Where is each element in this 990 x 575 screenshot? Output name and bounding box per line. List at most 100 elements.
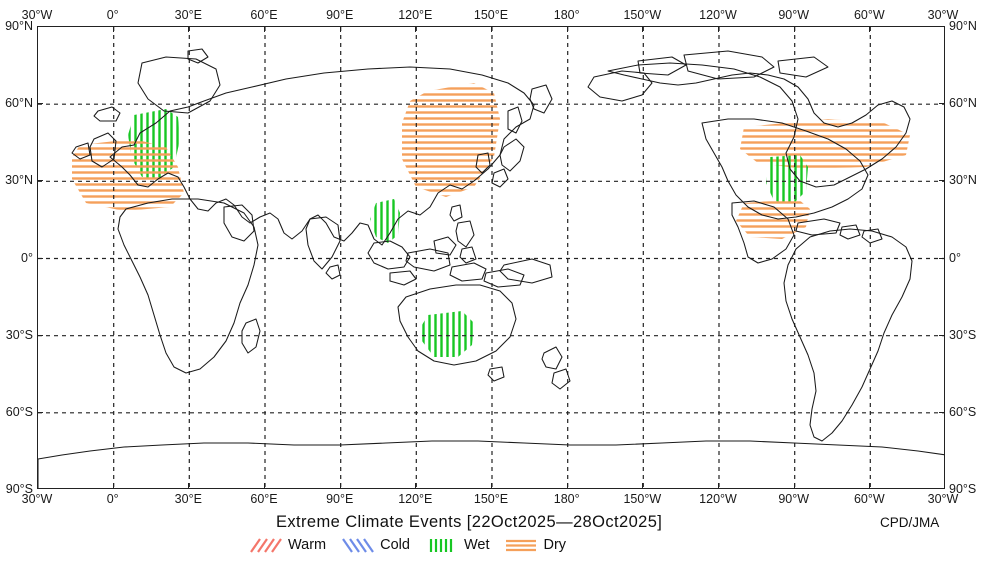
region-dry-west-europe	[72, 139, 184, 211]
tick-top	[188, 26, 190, 32]
region-wet-south-central-us	[766, 155, 808, 203]
map-plot-frame	[37, 26, 945, 489]
map-canvas	[38, 27, 944, 488]
tick-top	[339, 26, 341, 32]
legend-item-cold: Cold	[341, 537, 410, 553]
x-axis-label-bottom: 30°E	[174, 492, 202, 506]
tick-bottom	[793, 483, 795, 489]
x-axis-label-top: 0°	[106, 8, 119, 22]
tick-bottom	[718, 483, 719, 489]
region-dry-northeast-asia	[402, 83, 500, 197]
tick-left	[37, 334, 43, 336]
figure-credit: CPD/JMA	[880, 515, 940, 530]
x-axis-label-bottom: 30°W	[21, 492, 53, 506]
tick-left	[37, 411, 43, 413]
x-axis-label-bottom: 30°W	[927, 492, 959, 506]
y-axis-label-right: 0°	[949, 250, 961, 265]
y-axis-label-left: 30°N	[5, 173, 33, 188]
y-axis-label-left: 60°N	[5, 96, 33, 111]
tick-top	[491, 26, 492, 32]
tick-top	[112, 26, 114, 32]
cold-hatch-icon	[342, 537, 375, 553]
legend: Warm Cold	[249, 537, 566, 553]
x-axis-label-top: 120°E	[398, 8, 433, 22]
y-axis-label-right: 30°S	[949, 327, 977, 342]
figure-title: Extreme Climate Events [22Oct2025—28Oct2…	[276, 513, 663, 531]
gridlines	[38, 27, 944, 488]
x-axis-label-top: 90°E	[326, 8, 354, 22]
x-axis-label-top: 90°W	[778, 8, 810, 22]
x-axis-label-top: 30°E	[174, 8, 202, 22]
tick-bottom	[112, 483, 114, 489]
warm-hatch-icon	[250, 537, 282, 553]
x-axis-label-top: 30°W	[21, 8, 53, 22]
tick-left	[37, 257, 43, 259]
legend-item-wet: Wet	[425, 537, 490, 553]
tick-top	[415, 26, 417, 32]
x-axis-label-top: 150°W	[623, 8, 662, 22]
tick-right	[939, 411, 945, 413]
tick-left	[37, 180, 43, 182]
x-axis-label-top: 60°W	[853, 8, 885, 22]
tick-bottom	[491, 483, 492, 489]
legend-label-wet: Wet	[463, 537, 490, 553]
x-axis-label-bottom: 60°E	[250, 492, 278, 506]
x-axis-label-top: 150°E	[473, 8, 509, 22]
y-axis-label-left: 60°S	[5, 404, 33, 419]
tick-top	[793, 26, 795, 32]
tick-right	[939, 103, 945, 105]
y-axis-label-left: 90°N	[5, 19, 33, 33]
tick-top	[869, 26, 871, 32]
y-axis-label-right: 30°N	[949, 173, 977, 188]
legend-label-cold: Cold	[380, 537, 410, 553]
legend-label-dry: Dry	[543, 537, 567, 553]
tick-bottom	[642, 483, 644, 489]
region-wet-indochina	[370, 199, 400, 243]
tick-top	[566, 26, 568, 32]
x-axis-label-top: 30°W	[927, 8, 959, 22]
x-axis-label-bottom: 180°	[553, 492, 580, 506]
x-axis-label-bottom: 150°W	[623, 492, 662, 506]
tick-top	[264, 26, 265, 32]
tick-bottom	[264, 483, 265, 489]
event-regions	[72, 83, 910, 357]
tick-bottom	[415, 483, 417, 489]
x-axis-label-bottom: 90°E	[326, 492, 354, 506]
tick-bottom	[188, 483, 190, 489]
y-axis-label-left: 0°	[21, 250, 33, 265]
y-axis-label-right: 90°N	[949, 19, 977, 33]
region-wet-australia	[422, 311, 474, 357]
region-dry-gulf-mexico	[736, 199, 810, 239]
legend-label-warm: Warm	[288, 537, 327, 553]
x-axis-label-bottom: 60°W	[853, 492, 885, 506]
x-axis-label-top: 120°W	[699, 8, 737, 22]
tick-bottom	[339, 483, 341, 489]
tick-top	[718, 26, 719, 32]
y-axis-label-left: 90°S	[5, 482, 33, 496]
legend-item-dry: Dry	[504, 537, 566, 553]
tick-bottom	[869, 483, 871, 489]
y-axis-label-right: 60°N	[949, 96, 977, 111]
tick-left	[37, 103, 43, 105]
legend-item-warm: Warm	[249, 537, 326, 553]
tick-right	[939, 257, 945, 259]
dry-hatch-icon	[506, 539, 537, 551]
x-axis-label-bottom: 0°	[106, 492, 119, 506]
y-axis-label-right: 90°S	[949, 482, 977, 496]
region-dry-east-north-america	[740, 119, 910, 169]
y-axis-label-left: 30°S	[5, 327, 33, 342]
tick-top	[642, 26, 644, 32]
x-axis-label-bottom: 120°E	[398, 492, 433, 506]
tick-right	[939, 180, 945, 182]
x-axis-label-top: 60°E	[250, 8, 278, 22]
tick-bottom	[566, 483, 568, 489]
y-axis-label-right: 60°S	[949, 404, 977, 419]
x-axis-label-bottom: 120°W	[699, 492, 737, 506]
x-axis-label-bottom: 150°E	[473, 492, 509, 506]
tick-right	[939, 334, 945, 336]
coastlines	[38, 48, 944, 488]
wet-hatch-icon	[429, 538, 453, 552]
x-axis-label-top: 180°	[553, 8, 580, 22]
x-axis-label-bottom: 90°W	[778, 492, 810, 506]
